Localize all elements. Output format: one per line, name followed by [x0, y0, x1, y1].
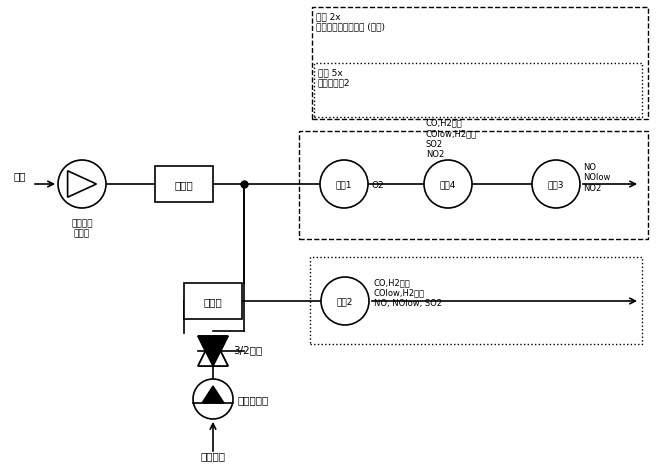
Circle shape: [321, 278, 369, 325]
Text: 混合腔: 混合腔: [204, 297, 222, 307]
Text: 插槽4: 插槽4: [440, 180, 456, 189]
Circle shape: [320, 161, 368, 208]
Bar: [312, 8, 648, 120]
Text: 自动控制
烟气泵: 自动控制 烟气泵: [71, 218, 93, 238]
Text: 新鲜空气: 新鲜空气: [200, 450, 225, 460]
Polygon shape: [198, 336, 228, 366]
Bar: [314, 64, 642, 118]
Circle shape: [532, 161, 580, 208]
Text: 插槽3: 插槽3: [548, 180, 564, 189]
Text: 插槽2: 插槽2: [337, 297, 353, 306]
Text: CO,H2补偿
COlow,H2补偿
SO2
NO2: CO,H2补偿 COlow,H2补偿 SO2 NO2: [426, 119, 477, 159]
Text: 新鲜空气泵: 新鲜空气泵: [238, 394, 269, 404]
Circle shape: [58, 161, 106, 208]
Text: CO,H2补偿
COlow,H2补偿
NO, NOlow, SO2: CO,H2补偿 COlow,H2补偿 NO, NOlow, SO2: [374, 278, 442, 307]
Text: 稀释 5x
传感器插槽2: 稀释 5x 传感器插槽2: [318, 68, 350, 87]
Bar: [299, 132, 648, 239]
Text: 稀释 2x
所有传感器插槽稀释 (选配): 稀释 2x 所有传感器插槽稀释 (选配): [316, 12, 385, 31]
Circle shape: [193, 379, 233, 419]
Text: 混合腔: 混合腔: [175, 179, 194, 189]
Text: 插槽1: 插槽1: [336, 180, 352, 189]
Polygon shape: [198, 336, 228, 366]
Circle shape: [424, 161, 472, 208]
Bar: [310, 258, 642, 344]
Polygon shape: [202, 386, 224, 403]
Text: 3/2通阀: 3/2通阀: [233, 344, 262, 354]
Bar: [155, 167, 213, 203]
Text: O2: O2: [371, 180, 383, 189]
Bar: [184, 283, 242, 319]
Text: NO
NOlow
NO2: NO NOlow NO2: [583, 163, 610, 192]
Polygon shape: [198, 336, 228, 366]
Text: 烟气: 烟气: [14, 170, 26, 180]
